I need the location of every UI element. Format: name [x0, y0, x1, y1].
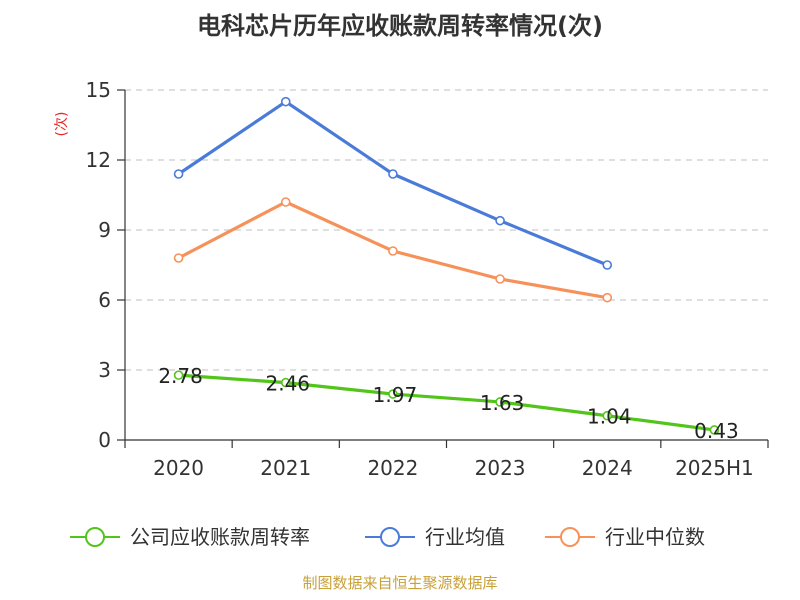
- y-tick-label: 9: [98, 218, 111, 242]
- x-tick-label: 2024: [582, 456, 633, 480]
- data-point: [280, 96, 291, 107]
- data-point: [173, 169, 184, 179]
- data-label: 1.04: [587, 405, 632, 429]
- series-line: [177, 100, 608, 267]
- data-label: 1.97: [373, 383, 418, 407]
- data-point: [280, 377, 291, 388]
- legend-marker: [380, 527, 400, 547]
- data-label: 1.63: [480, 391, 525, 415]
- data-point: [495, 397, 505, 407]
- x-tick-label: 2025H1: [675, 456, 754, 480]
- data-point: [709, 425, 720, 435]
- x-tick-label: 2020: [153, 456, 204, 480]
- y-tick-label: 12: [86, 148, 111, 172]
- data-label: 2.78: [158, 364, 203, 388]
- x-tick-label: 2021: [260, 456, 311, 480]
- chart-title: 电科芯片历年应收账款周转率情况(次): [197, 12, 603, 40]
- data-point: [495, 215, 505, 226]
- series-line: [178, 373, 715, 432]
- y-tick-label: 15: [86, 78, 111, 102]
- grid-lines: [125, 89, 768, 371]
- x-tick-label: 2022: [367, 456, 418, 480]
- data-point: [602, 410, 613, 421]
- data-point: [602, 260, 613, 270]
- legend-marker: [85, 527, 105, 547]
- y-tick-label: 6: [98, 288, 111, 312]
- data-label: 0.43: [694, 419, 739, 443]
- data-label: 2.46: [265, 372, 310, 396]
- data-point: [388, 389, 398, 399]
- legend-label: 行业中位数: [605, 525, 705, 549]
- y-tick-label: 3: [98, 358, 111, 382]
- data-point: [388, 169, 398, 179]
- legend-label: 公司应收账款周转率: [130, 525, 310, 549]
- legend-marker: [560, 527, 580, 547]
- y-tick-label: 0: [98, 428, 111, 452]
- data-point: [173, 253, 184, 263]
- legend: 公司应收账款周转率 行业均值 行业中位数: [70, 525, 705, 549]
- y-axis-label: (次): [54, 112, 70, 137]
- data-point: [602, 292, 613, 303]
- data-point: [280, 197, 291, 207]
- data-labels: 2.78 2.46 1.97 1.63 1.04 0.43: [158, 364, 738, 443]
- source-note: 制图数据来自恒生聚源数据库: [302, 574, 497, 592]
- data-point: [495, 274, 505, 284]
- axes: 0 3 6 9 12 15 2020 2021 2022 2023 2024 2025H1: [86, 78, 769, 480]
- data-point: [173, 370, 184, 380]
- data-point: [388, 246, 398, 256]
- x-tick-label: 2023: [475, 456, 526, 480]
- series-layer: [173, 96, 720, 435]
- legend-label: 行业均值: [425, 525, 505, 549]
